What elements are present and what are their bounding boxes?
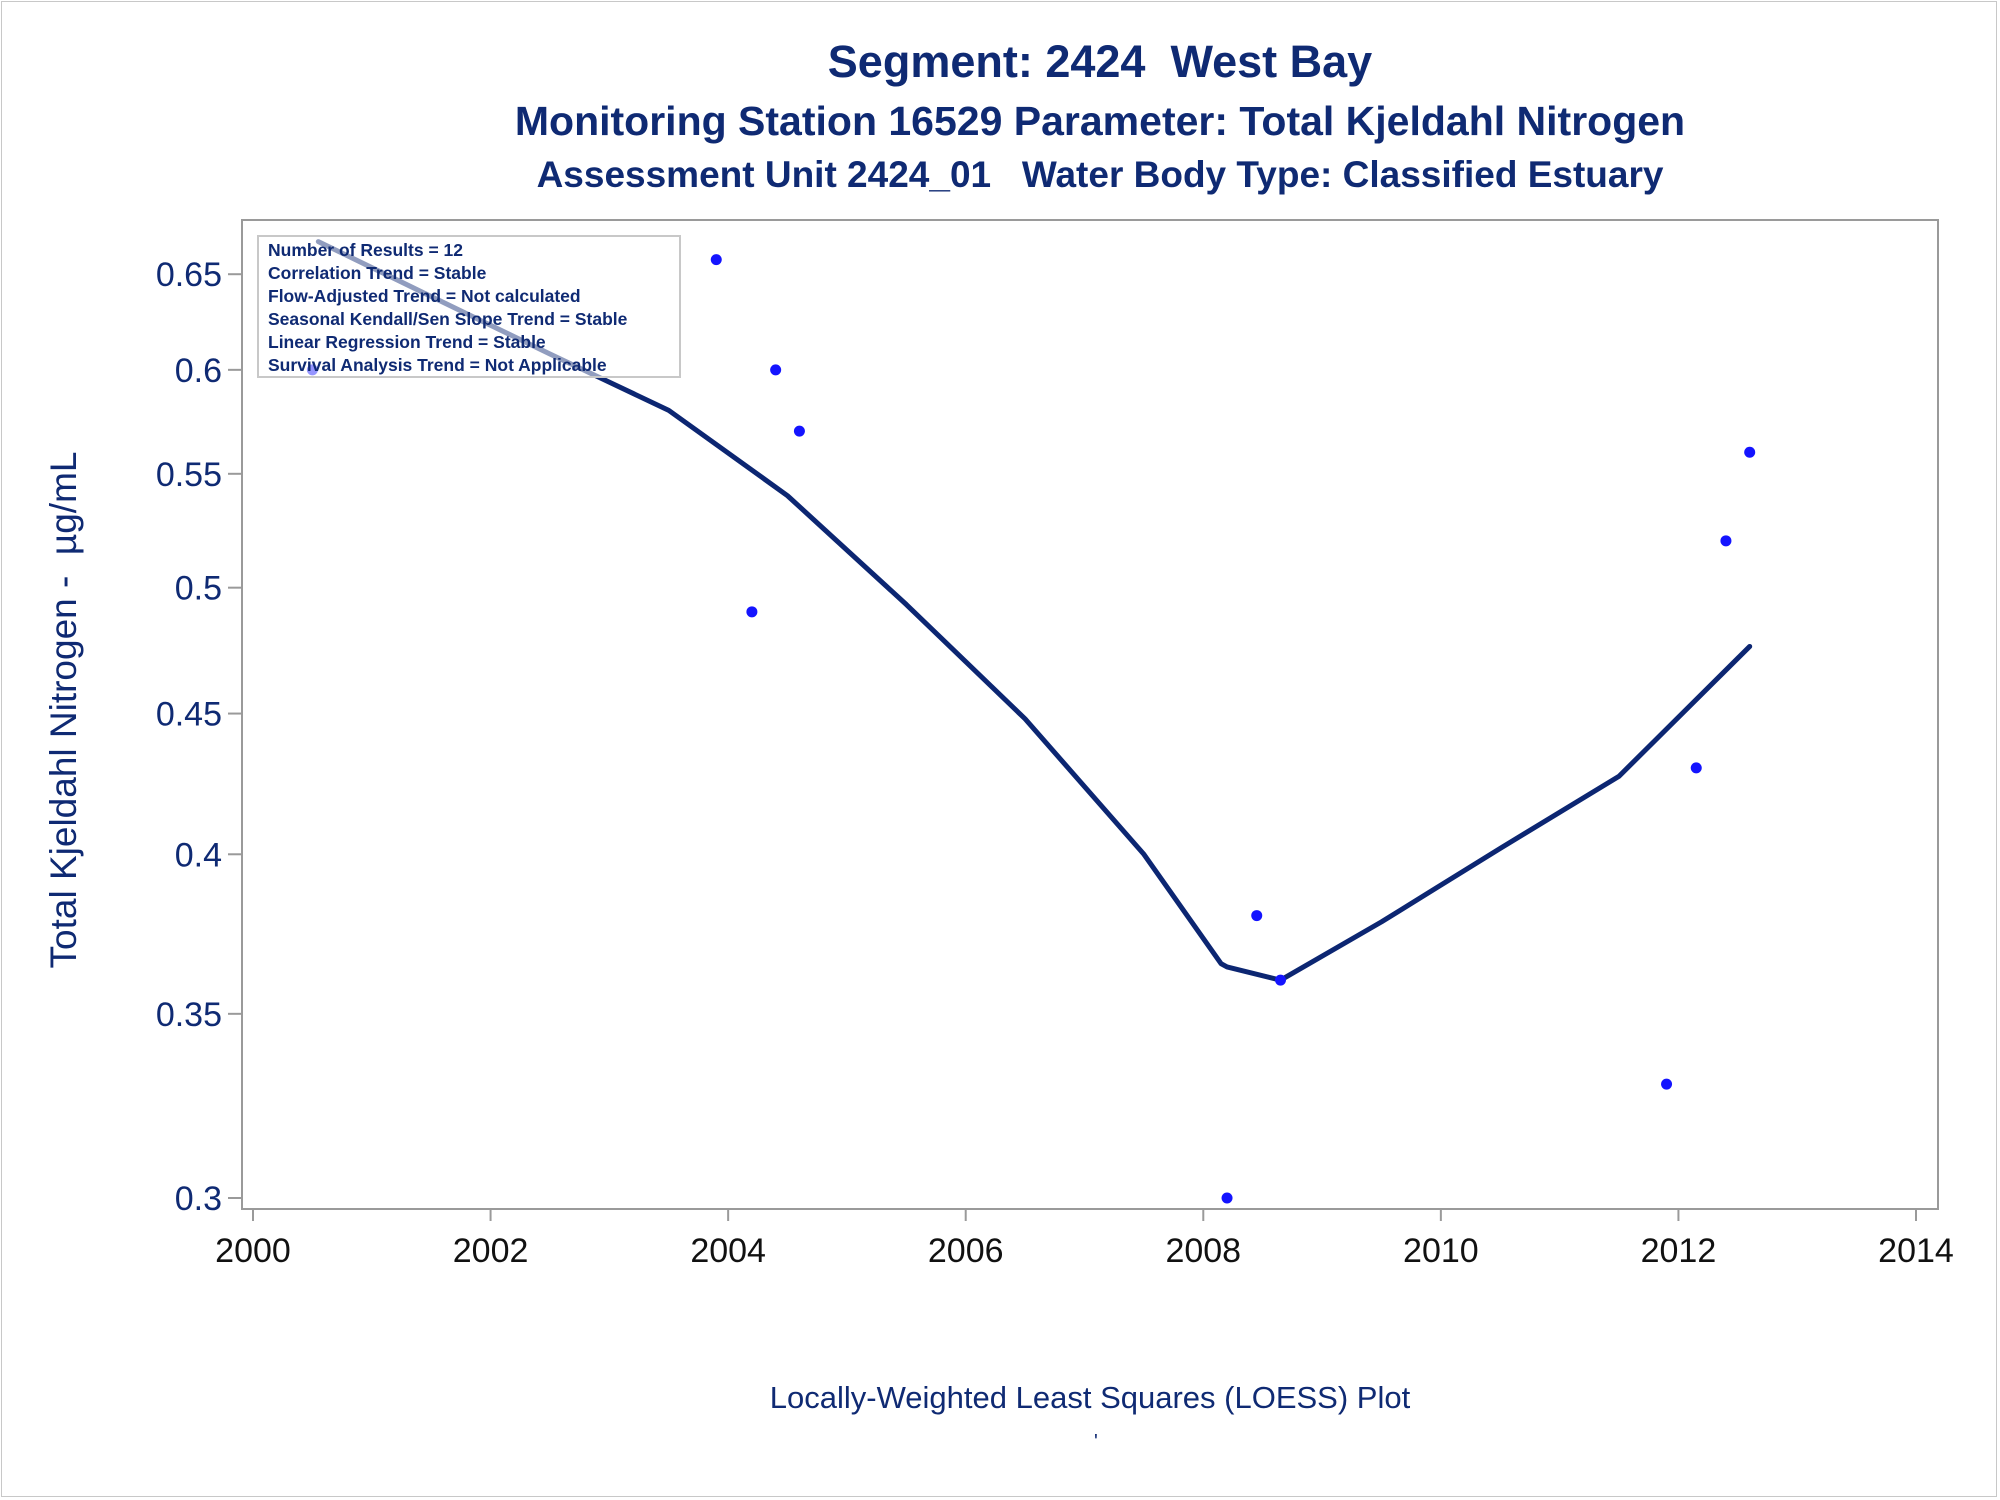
data-point [746, 606, 758, 618]
x-tick-label: 2010 [1403, 1232, 1479, 1270]
y-axis-label: Total Kjeldahl Nitrogen - µg/mL [43, 452, 84, 969]
legend-line: Flow-Adjusted Trend = Not calculated [268, 286, 581, 306]
data-point [1661, 1078, 1673, 1090]
data-point [710, 254, 722, 266]
x-tick-label: 2004 [690, 1232, 766, 1270]
y-tick-label: 0.6 [175, 352, 222, 390]
chart-footnote: Locally-Weighted Least Squares (LOESS) P… [769, 1380, 1411, 1415]
y-tick-label: 0.65 [156, 256, 222, 294]
data-point [793, 425, 805, 437]
data-point [1251, 910, 1263, 922]
y-tick-label: 0.35 [156, 996, 222, 1034]
data-point [1720, 535, 1732, 547]
legend-line: Seasonal Kendall/Sen Slope Trend = Stabl… [268, 309, 628, 329]
chart-title: Segment: 2424 West Bay [827, 36, 1373, 87]
footnote-mark: ' [1094, 1431, 1098, 1453]
legend-line: Correlation Trend = Stable [268, 263, 487, 283]
data-point [1221, 1192, 1233, 1204]
data-point [1690, 762, 1702, 774]
legend-line: Linear Regression Trend = Stable [268, 332, 546, 352]
data-point [1274, 974, 1286, 986]
x-tick-label: 2000 [215, 1232, 291, 1270]
y-tick-label: 0.3 [175, 1180, 222, 1218]
y-tick-label: 0.5 [175, 570, 222, 608]
y-tick-label: 0.55 [156, 456, 222, 494]
legend-box [257, 235, 681, 378]
chart-subtitle-assessment: Assessment Unit 2424_01 Water Body Type:… [536, 154, 1664, 195]
data-point [770, 364, 782, 376]
y-tick-label: 0.4 [175, 836, 222, 874]
legend-line: Survival Analysis Trend = Not Applicable [268, 355, 607, 375]
x-tick-label: 2008 [1165, 1232, 1241, 1270]
y-tick-label: 0.45 [156, 696, 222, 734]
x-tick-label: 2002 [453, 1232, 529, 1270]
x-tick-label: 2012 [1641, 1232, 1717, 1270]
x-tick-label: 2014 [1878, 1232, 1954, 1270]
data-point [1744, 446, 1756, 458]
chart-subtitle-station: Monitoring Station 16529 Parameter: Tota… [514, 98, 1686, 144]
x-tick-label: 2006 [928, 1232, 1004, 1270]
legend-line: Number of Results = 12 [268, 240, 463, 260]
